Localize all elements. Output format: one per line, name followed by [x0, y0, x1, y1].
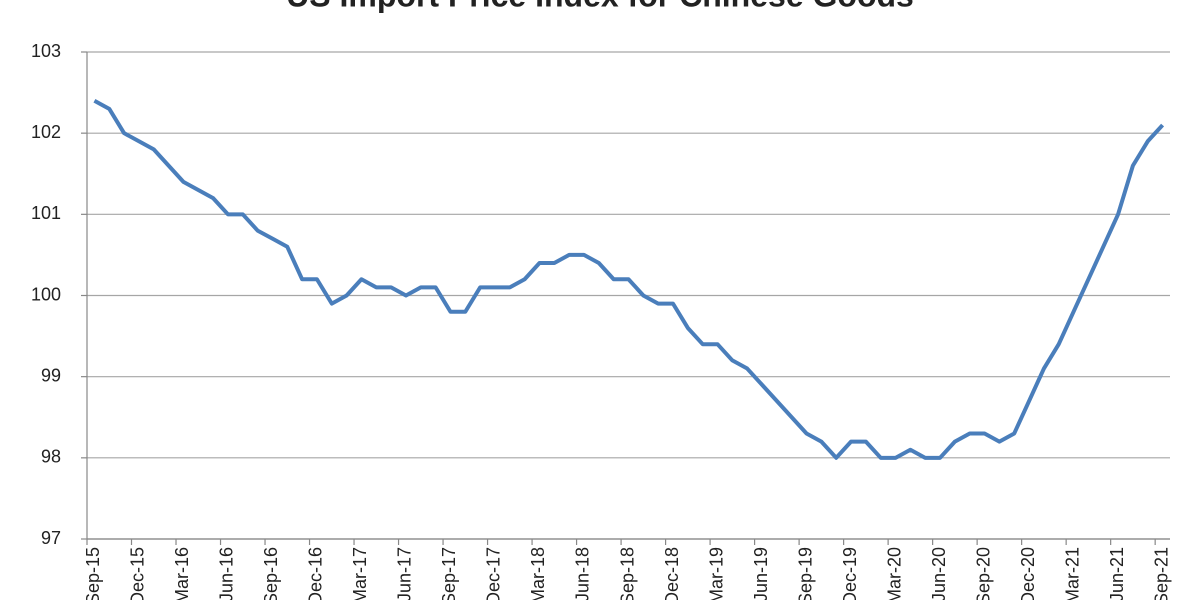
x-tick-label: Dec-19 [840, 547, 860, 600]
x-tick-label: Dec-16 [306, 547, 326, 600]
x-tick-label: Sep-17 [439, 547, 459, 600]
x-tick-label: Sep-18 [617, 547, 637, 600]
y-tick-label: 97 [41, 528, 61, 548]
data-line [93, 98, 1165, 460]
x-tick-label: Dec-15 [128, 547, 148, 600]
y-tick-label: 98 [41, 447, 61, 467]
x-tick-label: Jun-20 [929, 547, 949, 600]
x-tick-label: Mar-18 [528, 547, 548, 600]
chart-title: US Import Price Index for Chinese Goods [286, 0, 914, 13]
x-tick-label: Mar-20 [884, 547, 904, 600]
y-tick-label: 100 [31, 284, 61, 304]
x-tick-label: Mar-21 [1062, 547, 1082, 600]
y-tick-label: 103 [31, 41, 61, 61]
x-tick-label: Dec-20 [1018, 547, 1038, 600]
x-tick-label: Sep-16 [261, 547, 281, 600]
x-tick-label: Jun-16 [217, 547, 237, 600]
x-tick-label: Jun-19 [751, 547, 771, 600]
x-tick-label: Dec-18 [662, 547, 682, 600]
y-tick-label: 101 [31, 203, 61, 223]
x-tick-label: Sep-15 [83, 547, 103, 600]
x-tick-label: Mar-17 [350, 547, 370, 600]
x-tick-label: Jun-17 [395, 547, 415, 600]
x-tick-label: Jun-21 [1107, 547, 1127, 600]
y-tick-label: 102 [31, 122, 61, 142]
y-tick-label: 99 [41, 365, 61, 385]
x-tick-label: Dec-17 [484, 547, 504, 600]
x-tick-label: Sep-19 [795, 547, 815, 600]
x-tick-label: Sep-21 [1151, 547, 1171, 600]
x-tick-label: Jun-18 [573, 547, 593, 600]
x-tick-label: Mar-19 [706, 547, 726, 600]
x-tick-label: Sep-20 [973, 547, 993, 600]
x-tick-label: Mar-16 [172, 547, 192, 600]
